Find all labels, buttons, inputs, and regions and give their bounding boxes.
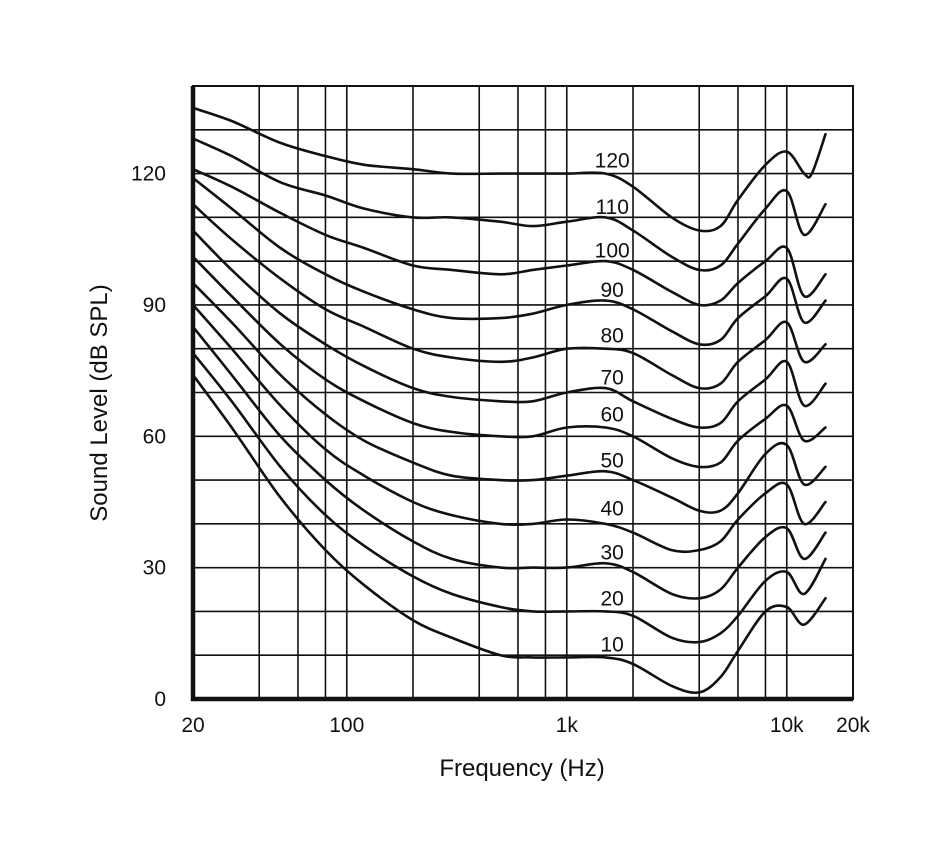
x-tick-label: 1k (556, 714, 579, 737)
curve-label-60: 60 (601, 404, 624, 427)
curve-labels: 10 20 30 40 50 60 70 80 90 100 110 120 (595, 150, 630, 657)
curve-label-20: 20 (601, 587, 624, 610)
curve-10 (191, 373, 827, 695)
curve-label-80: 80 (601, 325, 624, 348)
curve-label-50: 50 (601, 450, 624, 473)
y-tick-label: 60 (143, 425, 166, 448)
curve-80 (191, 202, 827, 390)
x-tick-label: 100 (329, 714, 364, 737)
x-tick-label: 10k (770, 714, 804, 737)
x-axis-title: Frequency (Hz) (439, 755, 604, 782)
y-tick-label: 120 (131, 163, 166, 186)
y-axis-title: Sound Level (dB SPL) (86, 284, 113, 521)
y-tick-label: 90 (143, 294, 166, 317)
curve-30 (191, 325, 827, 600)
curve-label-30: 30 (601, 542, 624, 565)
curve-60 (191, 255, 827, 469)
tick-labels: 20 100 1k 10k 20k 0 30 60 90 120 (131, 163, 870, 737)
curve-label-90: 90 (601, 279, 624, 302)
curve-label-10: 10 (601, 633, 624, 656)
curve-label-120: 120 (595, 150, 630, 173)
curve-120 (191, 106, 827, 233)
y-tick-label: 30 (143, 557, 166, 580)
curve-100 (191, 167, 827, 307)
y-tick-label: 0 (154, 688, 166, 711)
curves (191, 106, 827, 695)
curve-110 (191, 137, 827, 272)
axes (190, 86, 853, 702)
curve-label-110: 110 (595, 196, 628, 219)
curve-40 (191, 303, 827, 554)
x-tick-label: 20 (181, 714, 204, 737)
curve-label-70: 70 (601, 367, 624, 390)
curve-20 (191, 351, 827, 644)
curve-50 (191, 281, 827, 514)
curve-90 (191, 176, 827, 347)
x-tick-label: 20k (836, 714, 870, 737)
curve-label-40: 40 (601, 497, 624, 520)
curve-label-100: 100 (595, 240, 630, 263)
curve-70 (191, 229, 827, 430)
